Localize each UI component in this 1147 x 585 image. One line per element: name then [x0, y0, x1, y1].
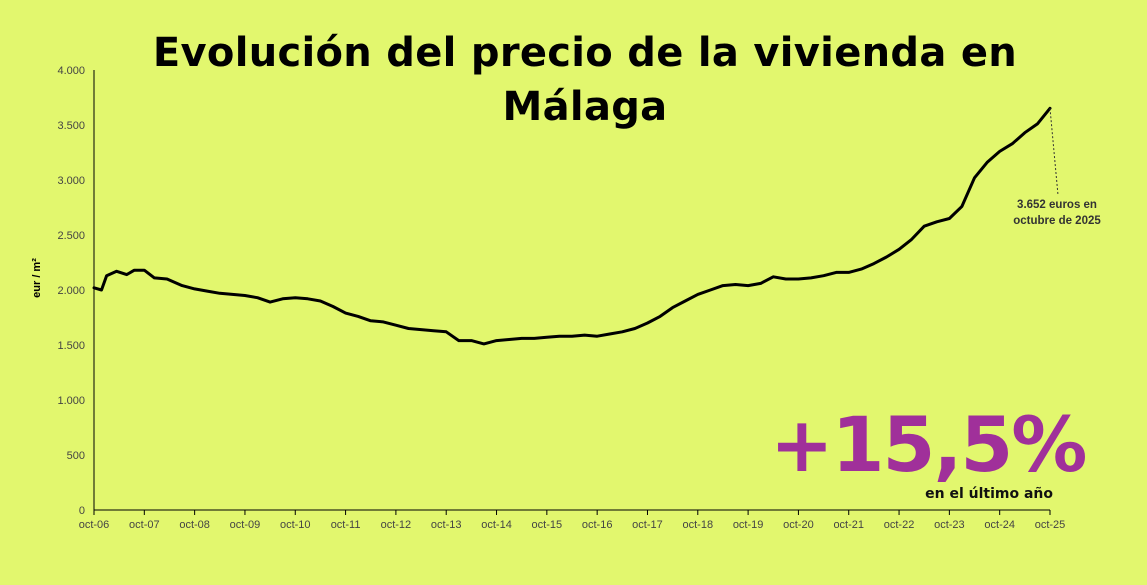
x-tick-label: oct-08 — [179, 519, 210, 531]
y-axis-tick-labels: 0 500 1.000 1.500 2.000 2.500 3.000 3.500 4.000 — [57, 65, 85, 517]
x-tick-label: oct-23 — [934, 519, 965, 531]
y-tick-label: 2.000 — [57, 285, 85, 297]
y-tick-label: 2.500 — [57, 230, 85, 242]
x-tick-label: oct-25 — [1035, 519, 1066, 531]
x-tick-label: oct-09 — [230, 519, 261, 531]
x-tick-label: oct-06 — [79, 519, 110, 531]
x-tick-label: oct-19 — [733, 519, 764, 531]
y-tick-label: 500 — [67, 450, 85, 462]
x-tick-label: oct-17 — [632, 519, 663, 531]
annotation-line-1: 3.652 euros en — [1017, 199, 1097, 211]
chart-title: Evolución del precio de la vivienda en M… — [152, 30, 1018, 130]
x-tick-label: oct-07 — [129, 519, 160, 531]
x-tick-label: oct-14 — [481, 519, 512, 531]
x-tick-label: oct-11 — [331, 519, 361, 531]
yearly-change-value: +15,5% — [770, 400, 1087, 489]
x-tick-label: oct-13 — [431, 519, 462, 531]
y-tick-label: 3.500 — [57, 120, 85, 132]
y-axis-label: eur / m² — [31, 258, 43, 298]
x-tick-label: oct-16 — [582, 519, 613, 531]
y-tick-label: 1.500 — [57, 340, 85, 352]
x-tick-label: oct-12 — [381, 519, 412, 531]
x-tick-label: oct-20 — [783, 519, 814, 531]
y-tick-label: 4.000 — [57, 65, 85, 77]
x-tick-label: oct-21 — [833, 519, 864, 531]
annotation-line-2: octubre de 2025 — [1013, 215, 1101, 227]
annotation-leader-line — [1049, 108, 1059, 196]
x-tick-label: oct-15 — [532, 519, 563, 531]
yearly-change-caption: en el último año — [925, 486, 1053, 502]
x-tick-label: oct-18 — [683, 519, 714, 531]
y-tick-label: 0 — [79, 505, 85, 517]
x-tick-label: oct-22 — [884, 519, 915, 531]
x-tick-label: oct-10 — [280, 519, 311, 531]
price-series-line — [92, 106, 1052, 346]
x-tick-label: oct-24 — [984, 519, 1015, 531]
x-axis: oct-06 oct-07 oct-08 oct-09 oct-10 oct-11 oct-… — [79, 509, 1066, 531]
y-tick-label: 3.000 — [57, 175, 85, 187]
y-tick-label: 1.000 — [57, 395, 85, 407]
